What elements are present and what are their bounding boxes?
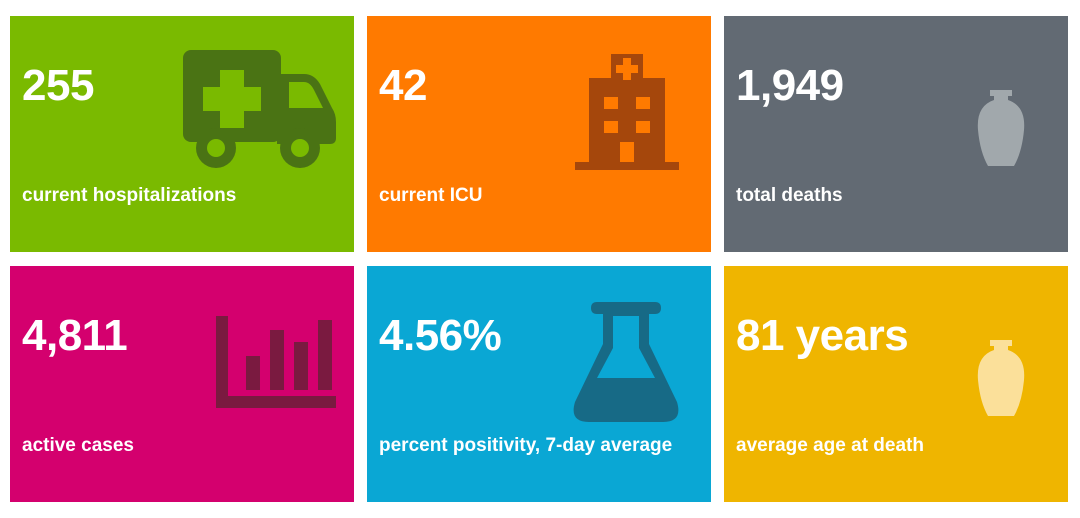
stat-tile-active-cases: 4,811 active cases bbox=[10, 266, 354, 502]
stat-tile-hospitalizations: 255 current hospitalizations bbox=[10, 16, 354, 252]
stat-value: 4,811 bbox=[22, 311, 128, 360]
stat-tile-positivity: 4.56% percent positivity, 7-day average bbox=[367, 266, 711, 502]
ambulance-icon bbox=[183, 50, 336, 168]
flask-icon bbox=[573, 302, 679, 422]
stat-label: percent positivity, 7-day average bbox=[379, 435, 673, 456]
hospital-building-icon bbox=[575, 54, 679, 170]
stat-label: current ICU bbox=[379, 185, 483, 206]
stat-value: 4.56% bbox=[379, 311, 502, 360]
stat-tile-icu: 42 current ICU bbox=[367, 16, 711, 252]
stat-label: total deaths bbox=[736, 185, 843, 206]
urn-icon bbox=[977, 340, 1025, 416]
bar-chart-icon bbox=[216, 316, 336, 408]
stat-value: 42 bbox=[379, 61, 427, 110]
stat-label: average age at death bbox=[736, 435, 924, 456]
stat-value: 81 years bbox=[736, 311, 909, 360]
stat-label: active cases bbox=[22, 435, 134, 456]
urn-icon bbox=[977, 90, 1025, 166]
stat-tile-average-age: 81 years average age at death bbox=[724, 266, 1068, 502]
stat-value: 255 bbox=[22, 61, 94, 110]
stat-value: 1,949 bbox=[736, 61, 844, 110]
stat-label: current hospitalizations bbox=[22, 185, 237, 206]
stat-tile-deaths: 1,949 total deaths bbox=[724, 16, 1068, 252]
